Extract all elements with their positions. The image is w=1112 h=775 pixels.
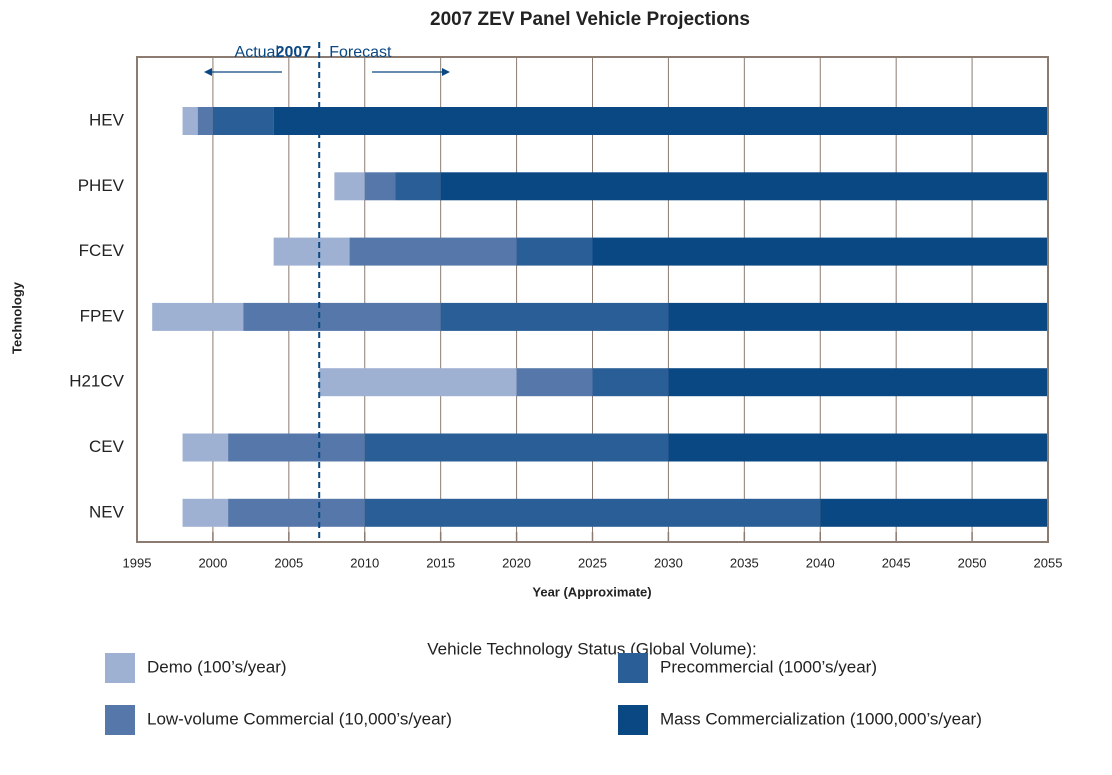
y-tick-label: PHEV: [78, 176, 125, 195]
bar-segment: [592, 368, 669, 397]
bar-segment: [516, 237, 593, 266]
bar-segment: [516, 368, 593, 397]
bar-segment: [668, 302, 1048, 331]
x-tick-label: 2055: [1034, 555, 1063, 570]
bar-segment: [364, 172, 396, 201]
bar-segment: [152, 302, 244, 331]
bar-segment: [440, 302, 669, 331]
bar-segment: [212, 107, 274, 135]
bar-segment: [334, 172, 365, 201]
y-tick-label: H21CV: [69, 372, 124, 391]
bar-segment: [349, 237, 517, 266]
legend-swatch: [105, 705, 135, 735]
bar-segment: [273, 237, 350, 266]
plot-frame: [136, 56, 1049, 543]
bar-segment: [364, 433, 669, 462]
y-tick-label: FCEV: [79, 241, 125, 260]
y-tick-label: FPEV: [80, 306, 125, 325]
bar-segment: [440, 172, 1049, 201]
legend-swatch: [618, 653, 648, 683]
bar-segment: [228, 433, 365, 462]
bar-segment: [668, 433, 1048, 462]
x-tick-label: 2050: [958, 555, 987, 570]
x-tick-label: 2010: [350, 555, 379, 570]
y-tick-label: NEV: [89, 502, 125, 521]
x-tick-label: 2040: [806, 555, 835, 570]
x-tick-label: 2005: [274, 555, 303, 570]
bar-segment: [820, 498, 1048, 527]
x-tick-label: 2020: [502, 555, 531, 570]
bar-segment: [243, 302, 441, 331]
x-tick-label: 2015: [426, 555, 455, 570]
x-tick-label: 2000: [198, 555, 227, 570]
x-tick-label: 2045: [882, 555, 911, 570]
y-tick-label: HEV: [89, 110, 125, 129]
legend-swatch: [618, 705, 648, 735]
legend-label: Precommercial (1000’s/year): [660, 657, 877, 676]
legend-label: Mass Commercialization (1000,000’s/year): [660, 709, 982, 728]
legend-swatch: [105, 653, 135, 683]
marker-label: 2007: [276, 44, 312, 61]
x-tick-label: 2030: [654, 555, 683, 570]
y-tick-label: CEV: [89, 437, 125, 456]
annotation: Forecast: [329, 44, 392, 61]
bar-segment: [395, 172, 441, 201]
bar-segment: [228, 498, 365, 527]
legend-title: Vehicle Technology Status (Global Volume…: [427, 639, 757, 658]
chart-title: 2007 ZEV Panel Vehicle Projections: [430, 9, 750, 30]
x-tick-label: 2025: [578, 555, 607, 570]
bar-segment: [668, 368, 1048, 397]
x-axis-label: Year (Approximate): [532, 584, 651, 599]
bar-segment: [197, 107, 213, 135]
bar-segment: [364, 498, 821, 527]
annotation: Actual: [235, 44, 279, 61]
bar-segment: [182, 498, 229, 527]
bar-segment: [182, 107, 198, 135]
x-tick-label: 2035: [730, 555, 759, 570]
legend-label: Demo (100’s/year): [147, 657, 287, 676]
bar-segment: [273, 107, 1048, 135]
arrow-head: [442, 68, 450, 76]
bar-segment: [182, 433, 229, 462]
bar-segment: [319, 368, 517, 397]
x-tick-label: 1995: [123, 555, 152, 570]
y-axis-label: Technology: [9, 281, 24, 354]
legend-label: Low-volume Commercial (10,000’s/year): [147, 709, 452, 728]
arrow-head: [204, 68, 212, 76]
bar-segment: [592, 237, 1048, 266]
